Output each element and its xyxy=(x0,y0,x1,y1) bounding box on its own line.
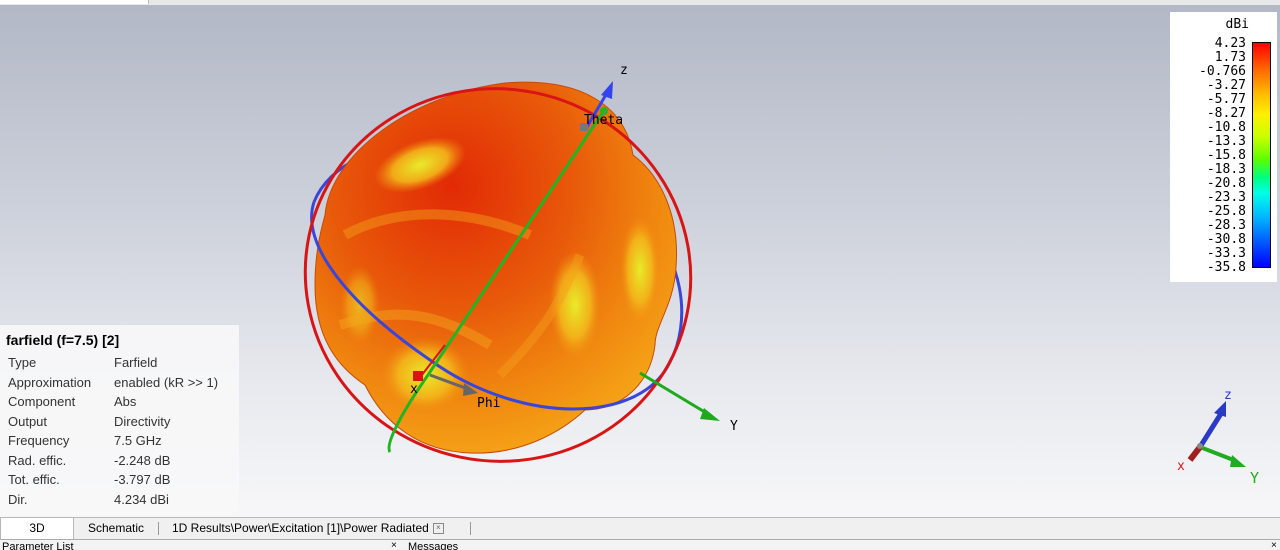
tab-schematic[interactable]: Schematic xyxy=(88,521,145,535)
property-key: Dir. xyxy=(8,491,28,507)
legend-tick: -8.27 xyxy=(1206,106,1246,121)
tab-3d[interactable]: 3D xyxy=(0,518,74,540)
legend-tick: -28.3 xyxy=(1206,218,1246,233)
property-key: Tot. effic. xyxy=(8,472,60,488)
property-key: Type xyxy=(8,355,37,371)
phi-label: Phi xyxy=(477,396,500,411)
property-row: Approximation enabled (kR >> 1) xyxy=(6,373,218,393)
properties-table: Type Farfield Approximation enabled (kR >> … xyxy=(6,353,218,509)
property-row: Output Directivity xyxy=(6,412,218,432)
legend-tick: -3.27 xyxy=(1206,78,1246,93)
property-value: -3.797 dB xyxy=(114,472,171,488)
legend-tick: -35.8 xyxy=(1206,260,1246,275)
property-value: Farfield xyxy=(114,355,158,371)
legend-tick: -15.8 xyxy=(1206,148,1246,163)
x-axis-label: x xyxy=(410,382,418,397)
legend-unit: dBi xyxy=(1225,17,1249,32)
theta-marker xyxy=(580,123,588,131)
legend-tick: -10.8 xyxy=(1206,120,1246,135)
property-row: Dir. 4.234 dBi xyxy=(6,490,218,510)
parameter-list-close-icon[interactable]: × xyxy=(391,540,397,550)
theta-label: Theta xyxy=(584,113,623,128)
property-value: Abs xyxy=(114,394,137,410)
x-axis-marker xyxy=(413,371,423,381)
parameter-list-title: Parameter List xyxy=(2,541,74,550)
phi-circle-front xyxy=(310,201,672,411)
z-axis xyxy=(583,92,609,131)
legend-tick: -23.3 xyxy=(1206,190,1246,205)
bottom-panes: Parameter List × Messages × xyxy=(0,539,1280,550)
tab-separator xyxy=(470,522,471,535)
property-key: Approximation xyxy=(8,374,92,390)
top-tab[interactable] xyxy=(0,0,149,4)
y-axis-label: Y xyxy=(730,419,738,434)
3d-viewport[interactable]: z Y x Phi Theta z Y x dBi 4.23 1.73 xyxy=(0,5,1280,517)
property-row: Type Farfield xyxy=(6,353,218,373)
tab-power-radiated[interactable]: 1D Results\Power\Excitation [1]\Power Ra… xyxy=(172,518,444,539)
view-tab-bar: 3D Schematic 1D Results\Power\Excitation… xyxy=(0,517,1280,540)
orientation-triad[interactable]: z Y x xyxy=(1177,388,1259,487)
y-axis-arrowhead xyxy=(700,408,720,421)
theta-circle xyxy=(303,87,693,463)
z-axis-arrowhead xyxy=(601,81,613,99)
legend-tick: -13.3 xyxy=(1206,134,1246,149)
legend-tick: -5.77 xyxy=(1206,92,1246,107)
legend-tick: -25.8 xyxy=(1206,204,1246,219)
legend-ticks: 4.23 1.73 -0.766 -3.27 -5.77 -8.27 -10.8 -13.3-… xyxy=(1199,37,1246,275)
property-key: Component xyxy=(8,394,76,410)
z-axis-label: z xyxy=(620,63,628,78)
messages-title: Messages xyxy=(408,541,459,550)
property-value: 4.234 dBi xyxy=(114,491,169,507)
farfield-properties-panel: farfield (f=7.5) [2] Type Farfield Approxi… xyxy=(0,325,239,515)
property-key: Rad. effic. xyxy=(8,452,67,468)
property-row: Tot. effic. -3.797 dB xyxy=(6,470,218,490)
property-value: -2.248 dB xyxy=(114,452,171,468)
legend-tick: 4.23 xyxy=(1214,36,1246,51)
property-value: Directivity xyxy=(114,413,171,429)
legend-tick: -30.8 xyxy=(1206,232,1246,247)
property-value: enabled (kR >> 1) xyxy=(114,374,219,390)
phi-arrow xyxy=(429,373,469,391)
farfield-pattern-mesh[interactable] xyxy=(314,81,678,454)
legend-tick: -18.3 xyxy=(1206,162,1246,177)
tab-separator xyxy=(158,522,159,535)
property-key: Frequency xyxy=(8,433,70,449)
triad-x-label: x xyxy=(1177,459,1185,474)
triad-y-label: Y xyxy=(1250,469,1259,487)
legend-tick: -0.766 xyxy=(1199,64,1246,79)
y-axis xyxy=(639,371,709,416)
property-row: Frequency 7.5 GHz xyxy=(6,431,218,451)
legend-tick: -20.8 xyxy=(1206,176,1246,191)
green-axis-ring xyxy=(387,108,607,453)
property-key: Output xyxy=(8,413,48,429)
color-legend: dBi 4.23 1.73 -0.766 -3.27 -5.77 -8.27 -10.8 -1… xyxy=(1170,12,1277,282)
messages-close-icon[interactable]: × xyxy=(1271,540,1277,550)
properties-title: farfield (f=7.5) [2] xyxy=(6,332,120,348)
tab-close-icon[interactable]: × xyxy=(432,523,444,535)
property-row: Rad. effic. -2.248 dB xyxy=(6,451,218,471)
property-value: 7.5 GHz xyxy=(114,433,162,449)
top-tab-strip xyxy=(0,0,1280,5)
farfield-scene[interactable]: z Y x Phi Theta z Y x xyxy=(0,5,1280,517)
legend-color-bar xyxy=(1252,42,1271,268)
legend-tick: 1.73 xyxy=(1214,50,1246,65)
property-row: Component Abs xyxy=(6,392,218,412)
legend-tick: -33.3 xyxy=(1206,246,1246,261)
triad-z-label: z xyxy=(1224,388,1232,403)
